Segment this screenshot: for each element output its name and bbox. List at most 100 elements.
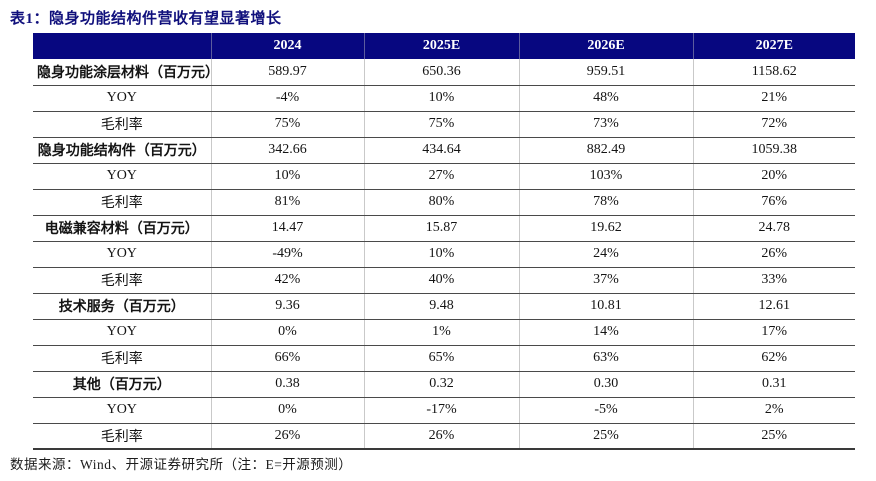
cell-value: 14% [518, 319, 693, 346]
cell-value: 19.62 [518, 215, 693, 242]
cell-value: 26% [363, 423, 519, 450]
header-col-2026e: 2026E [518, 33, 693, 59]
row-label: 隐身功能结构件（百万元） [33, 137, 211, 164]
header-col-2027e: 2027E [692, 33, 855, 59]
header-row: 2024 2025E 2026E 2027E [33, 33, 855, 59]
row-label: 毛利率 [33, 267, 211, 294]
table-row: 毛利率 26% 26% 25% 25% [33, 423, 855, 450]
table-header: 2024 2025E 2026E 2027E [33, 33, 855, 59]
cell-value: 0.30 [518, 371, 693, 398]
cell-value: 33% [692, 267, 855, 294]
cell-value: 81% [210, 189, 364, 216]
cell-value: 66% [210, 345, 364, 372]
cell-value: -49% [210, 241, 364, 268]
cell-value: 80% [363, 189, 519, 216]
cell-value: 14.47 [210, 215, 364, 242]
row-label: 隐身功能涂层材料（百万元） [33, 59, 211, 86]
cell-value: 1158.62 [692, 59, 855, 86]
cell-value: 20% [692, 163, 855, 190]
cell-value: 37% [518, 267, 693, 294]
cell-value: 24% [518, 241, 693, 268]
cell-value: 12.61 [692, 293, 855, 320]
cell-value: -17% [363, 397, 519, 424]
row-label: 其他（百万元） [33, 371, 211, 398]
cell-value: 40% [363, 267, 519, 294]
cell-value: 78% [518, 189, 693, 216]
table-row: 毛利率 42% 40% 37% 33% [33, 267, 855, 294]
cell-value: 959.51 [518, 59, 693, 86]
cell-value: 75% [210, 111, 364, 138]
header-corner-cell [33, 33, 211, 59]
row-label: YOY [33, 241, 211, 268]
revenue-forecast-table: 2024 2025E 2026E 2027E 隐身功能涂层材料（百万元） 589.… [33, 33, 855, 450]
cell-value: 2% [692, 397, 855, 424]
cell-value: 48% [518, 85, 693, 112]
data-source-note: 数据来源：Wind、开源证券研究所（注：E=开源预测） [10, 457, 353, 472]
row-label: YOY [33, 85, 211, 112]
row-label: 技术服务（百万元） [33, 293, 211, 320]
cell-value: 26% [692, 241, 855, 268]
cell-value: 17% [692, 319, 855, 346]
cell-value: 25% [518, 423, 693, 450]
row-label: 毛利率 [33, 111, 211, 138]
table-row: 毛利率 75% 75% 73% 72% [33, 111, 855, 138]
row-label: YOY [33, 319, 211, 346]
cell-value: 650.36 [363, 59, 519, 86]
cell-value: 9.48 [363, 293, 519, 320]
table-row: YOY 0% -17% -5% 2% [33, 397, 855, 424]
cell-value: 434.64 [363, 137, 519, 164]
cell-value: 10.81 [518, 293, 693, 320]
cell-value: 26% [210, 423, 364, 450]
cell-value: 72% [692, 111, 855, 138]
table-row: YOY 0% 1% 14% 17% [33, 319, 855, 346]
cell-value: 0% [210, 397, 364, 424]
table-row: 电磁兼容材料（百万元） 14.47 15.87 19.62 24.78 [33, 215, 855, 242]
row-label: YOY [33, 397, 211, 424]
cell-value: 882.49 [518, 137, 693, 164]
cell-value: 1% [363, 319, 519, 346]
cell-value: 25% [692, 423, 855, 450]
table-row: 毛利率 81% 80% 78% 76% [33, 189, 855, 216]
cell-value: 589.97 [210, 59, 364, 86]
cell-value: 62% [692, 345, 855, 372]
cell-value: 0.32 [363, 371, 519, 398]
row-label: 毛利率 [33, 345, 211, 372]
cell-value: 24.78 [692, 215, 855, 242]
cell-value: 76% [692, 189, 855, 216]
table-row: YOY -4% 10% 48% 21% [33, 85, 855, 112]
cell-value: -4% [210, 85, 364, 112]
cell-value: -5% [518, 397, 693, 424]
table-row: YOY -49% 10% 24% 26% [33, 241, 855, 268]
cell-value: 10% [363, 241, 519, 268]
table-row: YOY 10% 27% 103% 20% [33, 163, 855, 190]
cell-value: 10% [363, 85, 519, 112]
cell-value: 0.31 [692, 371, 855, 398]
table-row: 隐身功能涂层材料（百万元） 589.97 650.36 959.51 1158.62 [33, 59, 855, 86]
cell-value: 42% [210, 267, 364, 294]
cell-value: 342.66 [210, 137, 364, 164]
cell-value: 15.87 [363, 215, 519, 242]
cell-value: 10% [210, 163, 364, 190]
row-label: YOY [33, 163, 211, 190]
cell-value: 27% [363, 163, 519, 190]
table-row: 毛利率 66% 65% 63% 62% [33, 345, 855, 372]
cell-value: 0% [210, 319, 364, 346]
row-label: 毛利率 [33, 189, 211, 216]
cell-value: 73% [518, 111, 693, 138]
cell-value: 9.36 [210, 293, 364, 320]
cell-value: 1059.38 [692, 137, 855, 164]
cell-value: 21% [692, 85, 855, 112]
table-body: 隐身功能涂层材料（百万元） 589.97 650.36 959.51 1158.62 YO… [33, 59, 855, 450]
table-row: 其他（百万元） 0.38 0.32 0.30 0.31 [33, 371, 855, 398]
row-label: 毛利率 [33, 423, 211, 450]
table-row: 隐身功能结构件（百万元） 342.66 434.64 882.49 1059.38 [33, 137, 855, 164]
cell-value: 0.38 [210, 371, 364, 398]
cell-value: 63% [518, 345, 693, 372]
table-title: 表1：隐身功能结构件营收有望显著增长 [10, 11, 282, 27]
table-row: 技术服务（百万元） 9.36 9.48 10.81 12.61 [33, 293, 855, 320]
header-col-2024: 2024 [210, 33, 364, 59]
cell-value: 65% [363, 345, 519, 372]
cell-value: 75% [363, 111, 519, 138]
row-label: 电磁兼容材料（百万元） [33, 215, 211, 242]
